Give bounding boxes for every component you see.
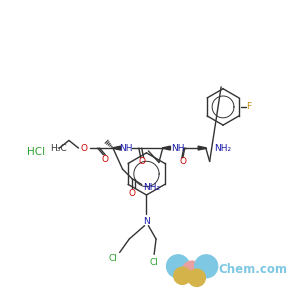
Text: O: O — [179, 157, 186, 166]
Text: HCl: HCl — [27, 147, 45, 157]
Text: NH₂: NH₂ — [143, 183, 160, 192]
Circle shape — [182, 261, 201, 280]
Text: O: O — [102, 155, 109, 164]
Text: NH₂: NH₂ — [214, 144, 232, 153]
Circle shape — [195, 255, 218, 278]
Text: F: F — [246, 102, 251, 111]
Polygon shape — [163, 146, 170, 150]
Text: H₃C: H₃C — [50, 144, 66, 153]
Text: Cl: Cl — [109, 254, 117, 263]
Text: N: N — [143, 217, 150, 226]
Polygon shape — [198, 146, 206, 150]
Circle shape — [174, 267, 191, 284]
Circle shape — [188, 269, 205, 286]
Text: O: O — [129, 189, 136, 198]
Polygon shape — [113, 146, 121, 150]
Text: O: O — [138, 157, 145, 166]
Text: NH: NH — [171, 144, 185, 153]
Circle shape — [167, 255, 190, 278]
Text: O: O — [81, 144, 88, 153]
Text: NH: NH — [120, 144, 133, 153]
Text: Chem.com: Chem.com — [218, 263, 287, 276]
Text: Cl: Cl — [150, 257, 159, 266]
